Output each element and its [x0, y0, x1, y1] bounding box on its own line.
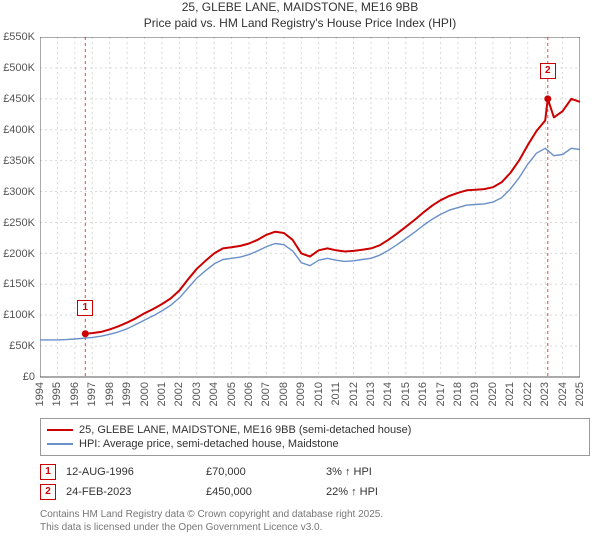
legend-label: HPI: Average price, semi-detached house,…: [79, 438, 339, 450]
y-tick-label: £100K: [0, 309, 35, 321]
attribution-line2: This data is licensed under the Open Gov…: [40, 521, 590, 534]
sale-row-price: £450,000: [206, 486, 316, 498]
y-tick-label: £450K: [0, 93, 35, 105]
x-tick-label: 1998: [104, 382, 116, 406]
legend-swatch: [47, 443, 73, 445]
x-tick-label: 2021: [504, 382, 516, 406]
attribution: Contains HM Land Registry data © Crown c…: [40, 508, 590, 534]
y-tick-label: £500K: [0, 62, 35, 74]
sale-row-pct: 22% ↑ HPI: [326, 486, 446, 498]
sale-row-pct: 3% ↑ HPI: [326, 466, 446, 478]
sale-data-table: 1 12-AUG-1996 £70,000 3% ↑ HPI 2 24-FEB-2023 £…: [40, 462, 590, 502]
x-tick-label: 2005: [226, 382, 238, 406]
chart-title-line2: Price paid vs. HM Land Registry's House …: [0, 16, 600, 32]
x-tick-label: 2015: [400, 382, 412, 406]
y-tick-label: £150K: [0, 278, 35, 290]
x-tick-label: 2010: [313, 382, 325, 406]
legend-row: HPI: Average price, semi-detached house,…: [47, 437, 583, 451]
legend-swatch: [47, 429, 73, 431]
x-tick-label: 2025: [574, 382, 586, 406]
x-tick-label: 2013: [365, 382, 377, 406]
x-tick-label: 1999: [121, 382, 133, 406]
x-tick-label: 2003: [191, 382, 203, 406]
x-tick-label: 1997: [86, 382, 98, 406]
sale-marker-1: 1: [77, 300, 93, 316]
x-tick-label: 2016: [417, 382, 429, 406]
x-tick-label: 1995: [51, 382, 63, 406]
chart-area: £0£50K£100K£150K£200K£250K£300K£350K£400…: [40, 37, 580, 412]
x-tick-label: 2009: [295, 382, 307, 406]
chart-svg: [40, 37, 580, 412]
x-tick-label: 2002: [173, 382, 185, 406]
sale-row-date: 12-AUG-1996: [66, 466, 196, 478]
x-tick-label: 2024: [557, 382, 569, 406]
sale-row-marker: 2: [40, 484, 56, 500]
x-tick-label: 2001: [156, 382, 168, 406]
x-tick-label: 1994: [34, 382, 46, 406]
legend-row: 25, GLEBE LANE, MAIDSTONE, ME16 9BB (sem…: [47, 423, 583, 437]
attribution-line1: Contains HM Land Registry data © Crown c…: [40, 508, 590, 521]
y-tick-label: £250K: [0, 217, 35, 229]
sale-row-marker: 1: [40, 464, 56, 480]
chart-title-line1: 25, GLEBE LANE, MAIDSTONE, ME16 9BB: [0, 0, 600, 16]
x-tick-label: 2017: [435, 382, 447, 406]
x-tick-label: 2014: [382, 382, 394, 406]
sale-marker-2: 2: [540, 63, 556, 79]
y-tick-label: £550K: [0, 31, 35, 43]
x-tick-label: 1996: [69, 382, 81, 406]
x-tick-label: 2011: [330, 382, 342, 406]
x-tick-label: 2023: [539, 382, 551, 406]
y-tick-label: £350K: [0, 155, 35, 167]
x-tick-label: 2018: [452, 382, 464, 406]
x-tick-label: 2022: [522, 382, 534, 406]
x-tick-label: 2006: [243, 382, 255, 406]
y-tick-label: £200K: [0, 248, 35, 260]
y-tick-label: £0: [0, 371, 35, 383]
y-tick-label: £400K: [0, 124, 35, 136]
x-tick-label: 2012: [348, 382, 360, 406]
legend-box: 25, GLEBE LANE, MAIDSTONE, ME16 9BB (sem…: [40, 418, 590, 456]
x-tick-label: 2020: [487, 382, 499, 406]
sale-row-price: £70,000: [206, 466, 316, 478]
sale-row: 1 12-AUG-1996 £70,000 3% ↑ HPI: [40, 462, 590, 482]
sale-row-date: 24-FEB-2023: [66, 486, 196, 498]
x-tick-label: 2007: [260, 382, 272, 406]
sale-row: 2 24-FEB-2023 £450,000 22% ↑ HPI: [40, 482, 590, 502]
x-tick-label: 2004: [208, 382, 220, 406]
y-tick-label: £300K: [0, 186, 35, 198]
x-tick-label: 2000: [139, 382, 151, 406]
y-tick-label: £50K: [0, 340, 35, 352]
legend-label: 25, GLEBE LANE, MAIDSTONE, ME16 9BB (sem…: [79, 424, 411, 436]
x-tick-label: 2019: [469, 382, 481, 406]
chart-container: 25, GLEBE LANE, MAIDSTONE, ME16 9BB Pric…: [0, 0, 600, 560]
x-tick-label: 2008: [278, 382, 290, 406]
